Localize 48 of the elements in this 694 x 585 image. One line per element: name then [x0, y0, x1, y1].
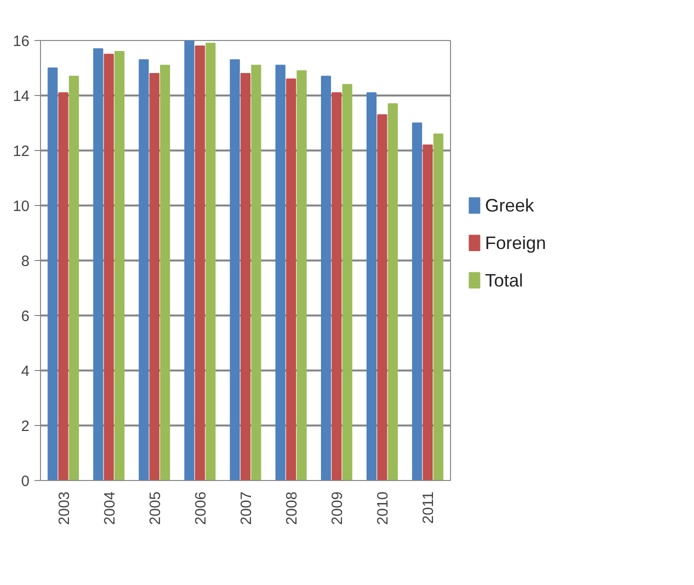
y-tick-label: 12 — [12, 143, 30, 160]
legend-label: Foreign — [485, 232, 546, 253]
y-tick-label: 10 — [12, 198, 30, 215]
x-tick-label: 2008 — [284, 491, 301, 525]
bar — [206, 42, 216, 480]
bar — [149, 73, 160, 480]
bar — [342, 84, 352, 480]
bar — [251, 64, 262, 480]
bar — [275, 64, 286, 480]
y-tick-label: 6 — [21, 308, 30, 325]
bar — [160, 64, 170, 480]
bar — [230, 59, 240, 480]
bar — [286, 78, 296, 480]
bar — [296, 70, 307, 480]
x-tick-label: 2011 — [420, 491, 438, 524]
bar — [366, 92, 377, 480]
bar — [388, 103, 398, 480]
x-tick-label: 2006 — [192, 491, 210, 525]
x-tick-label: 2009 — [329, 491, 346, 525]
bar — [104, 54, 114, 480]
bar — [377, 114, 388, 480]
bar — [93, 48, 104, 480]
bar — [58, 92, 68, 480]
x-tick-label: 2004 — [101, 491, 118, 525]
y-tick-label: 0 — [21, 473, 30, 490]
bar — [194, 46, 205, 480]
y-tick-label: 2 — [21, 418, 30, 435]
bar — [240, 73, 251, 480]
bar — [422, 144, 433, 480]
legend-label: Total — [485, 270, 524, 290]
bar — [433, 134, 444, 480]
bar — [184, 40, 194, 480]
bar — [138, 59, 149, 480]
y-tick-label: 8 — [21, 253, 30, 270]
y-tick-label: 14 — [12, 88, 30, 105]
bar — [320, 76, 331, 480]
bar — [48, 68, 58, 480]
x-tick-label: 2007 — [238, 491, 255, 525]
bar — [68, 76, 79, 480]
bar — [114, 51, 124, 480]
y-tick-label: 16 — [12, 33, 30, 50]
x-tick-label: 2010 — [374, 491, 392, 525]
bar — [412, 122, 422, 480]
y-tick-label: 4 — [21, 363, 30, 380]
bar — [332, 92, 342, 480]
legend-label: Greek — [485, 196, 536, 216]
x-tick-label: 2005 — [146, 491, 164, 525]
x-tick-label: 2003 — [56, 491, 73, 525]
